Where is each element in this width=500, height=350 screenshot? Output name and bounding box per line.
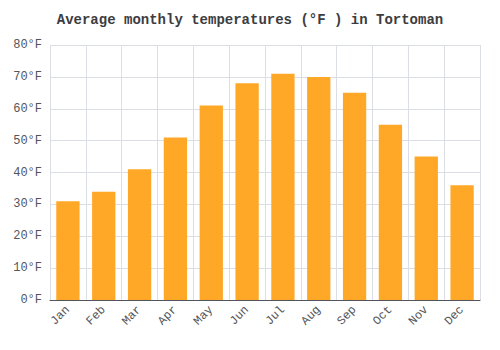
svg-text:Sep: Sep (334, 303, 359, 328)
svg-text:May: May (191, 303, 216, 328)
svg-text:Dec: Dec (442, 303, 467, 328)
svg-text:Feb: Feb (84, 303, 109, 328)
svg-text:Mar: Mar (119, 303, 144, 328)
svg-text:Jan: Jan (48, 303, 73, 328)
svg-text:60°F: 60°F (13, 102, 42, 116)
svg-text:Average monthly temperatures (: Average monthly temperatures (°F ) in To… (57, 12, 443, 28)
svg-text:Jun: Jun (227, 303, 252, 328)
svg-text:Jul: Jul (263, 303, 288, 328)
svg-text:70°F: 70°F (13, 70, 42, 84)
svg-text:0°F: 0°F (20, 293, 42, 307)
svg-text:Oct: Oct (370, 303, 395, 328)
svg-text:30°F: 30°F (13, 197, 42, 211)
svg-text:40°F: 40°F (13, 166, 42, 180)
svg-text:Apr: Apr (155, 303, 180, 328)
svg-text:Aug: Aug (299, 303, 324, 328)
svg-text:50°F: 50°F (13, 134, 42, 148)
svg-text:80°F: 80°F (13, 38, 42, 52)
svg-text:10°F: 10°F (13, 261, 42, 275)
svg-text:20°F: 20°F (13, 229, 42, 243)
svg-text:Nov: Nov (406, 303, 431, 328)
